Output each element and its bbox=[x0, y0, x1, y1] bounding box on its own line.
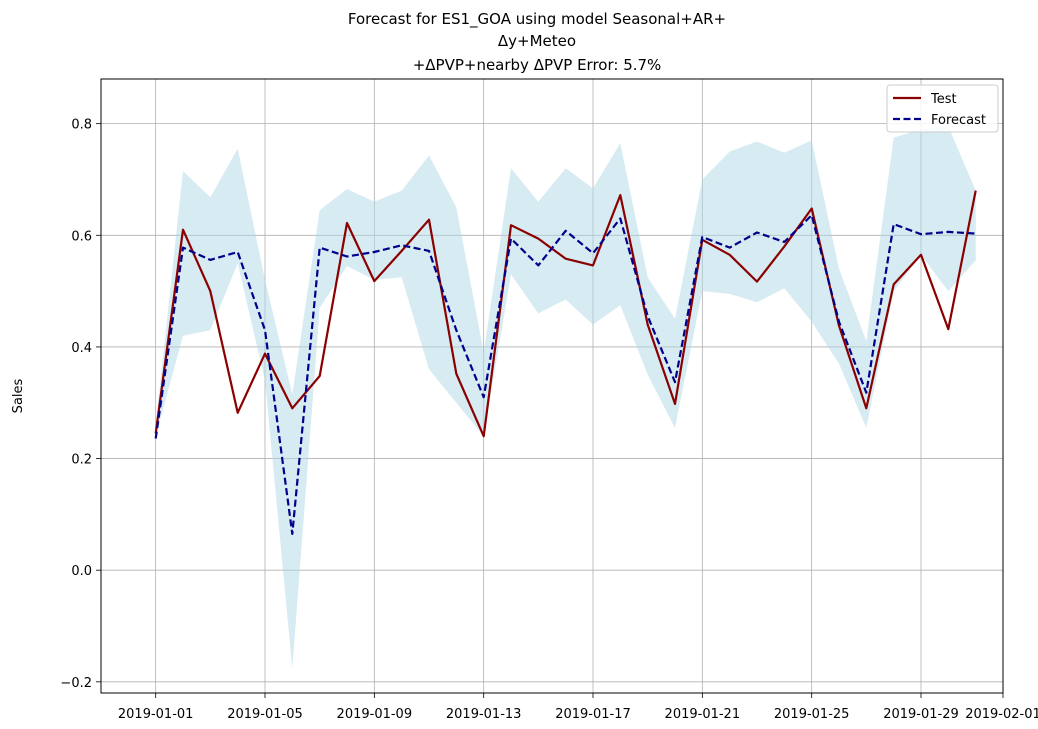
x-tick-label: 2019-01-25 bbox=[774, 707, 850, 722]
x-tick-label: 2019-01-21 bbox=[665, 707, 741, 722]
y-axis-ticks: −0.2 0.0 0.2 0.4 0.6 0.8 bbox=[60, 118, 101, 691]
series-lines bbox=[154, 190, 977, 536]
y-tick-label: 0.4 bbox=[71, 341, 92, 356]
x-tick-label: 2019-01-29 bbox=[883, 707, 959, 722]
x-tick-label: 2019-02-01 bbox=[965, 707, 1038, 722]
x-tick-label: 2019-01-01 bbox=[118, 707, 194, 722]
series-line-forecast bbox=[154, 214, 976, 536]
y-tick-label: 0.6 bbox=[71, 229, 92, 244]
legend-label-forecast: Forecast bbox=[931, 113, 986, 128]
y-tick-label: 0.8 bbox=[71, 118, 92, 133]
chart-title: Forecast for ES1_GOA using model Seasona… bbox=[348, 10, 726, 74]
x-tick-label: 2019-01-05 bbox=[227, 707, 303, 722]
confidence-band bbox=[155, 126, 976, 668]
forecast-interval-band bbox=[155, 126, 976, 668]
legend: Test Forecast bbox=[886, 84, 999, 133]
x-tick-label: 2019-01-17 bbox=[555, 707, 631, 722]
legend-box bbox=[886, 84, 999, 133]
series-line-test bbox=[154, 190, 977, 438]
plot-frame bbox=[100, 78, 1004, 694]
legend-label-test: Test bbox=[930, 92, 957, 107]
y-tick-label: 0.2 bbox=[71, 453, 92, 468]
y-tick-label: −0.2 bbox=[60, 676, 92, 691]
x-tick-label: 2019-01-13 bbox=[446, 707, 522, 722]
x-axis-ticks: 2019-01-01 2019-01-05 2019-01-09 2019-01-13… bbox=[118, 693, 1038, 722]
title-line-2: Δy+Meteo bbox=[498, 32, 576, 50]
x-tick-label: 2019-01-09 bbox=[337, 707, 413, 722]
title-line-1: Forecast for ES1_GOA using model Seasona… bbox=[348, 10, 726, 29]
y-tick-label: 0.0 bbox=[71, 564, 92, 579]
title-line-3: +ΔPVP+nearby ΔPVP Error: 5.7% bbox=[413, 56, 662, 74]
y-axis-label: Sales bbox=[11, 378, 26, 413]
